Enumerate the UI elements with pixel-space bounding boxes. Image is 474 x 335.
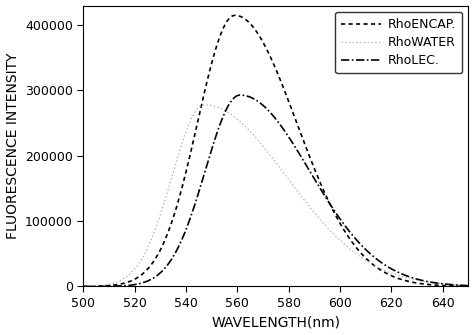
RhoENCAP. [384, 271, 390, 275]
RhoENCAP. [455, 284, 460, 288]
RhoWATER [258, 141, 264, 145]
RhoLEC. [384, 264, 390, 268]
RhoWATER [465, 283, 471, 287]
RhoWATER [455, 283, 460, 287]
RhoLEC. [455, 283, 460, 287]
RhoLEC. [465, 284, 471, 288]
Line: RhoENCAP.: RhoENCAP. [83, 15, 468, 286]
RhoLEC. [258, 101, 264, 105]
Y-axis label: FLUORESCENCE INTENSITY: FLUORESCENCE INTENSITY [6, 53, 19, 239]
RhoLEC. [237, 93, 243, 97]
RhoWATER [384, 269, 390, 273]
RhoENCAP. [465, 284, 471, 288]
RhoLEC. [268, 111, 273, 115]
RhoENCAP. [258, 36, 264, 40]
Legend: RhoENCAP., RhoWATER, RhoLEC.: RhoENCAP., RhoWATER, RhoLEC. [335, 12, 462, 73]
RhoLEC. [100, 284, 106, 288]
X-axis label: WAVELENGTH(nm): WAVELENGTH(nm) [211, 316, 340, 329]
RhoENCAP. [268, 56, 273, 60]
RhoLEC. [81, 284, 86, 288]
RhoWATER [455, 283, 460, 287]
Line: RhoLEC.: RhoLEC. [83, 95, 468, 286]
Line: RhoWATER: RhoWATER [83, 105, 468, 286]
RhoWATER [268, 154, 273, 158]
RhoLEC. [455, 283, 460, 287]
RhoENCAP. [81, 284, 86, 288]
RhoENCAP. [100, 284, 106, 288]
RhoWATER [201, 103, 207, 107]
RhoWATER [81, 284, 86, 288]
RhoENCAP. [232, 13, 237, 17]
RhoWATER [100, 283, 106, 287]
RhoENCAP. [455, 284, 460, 288]
